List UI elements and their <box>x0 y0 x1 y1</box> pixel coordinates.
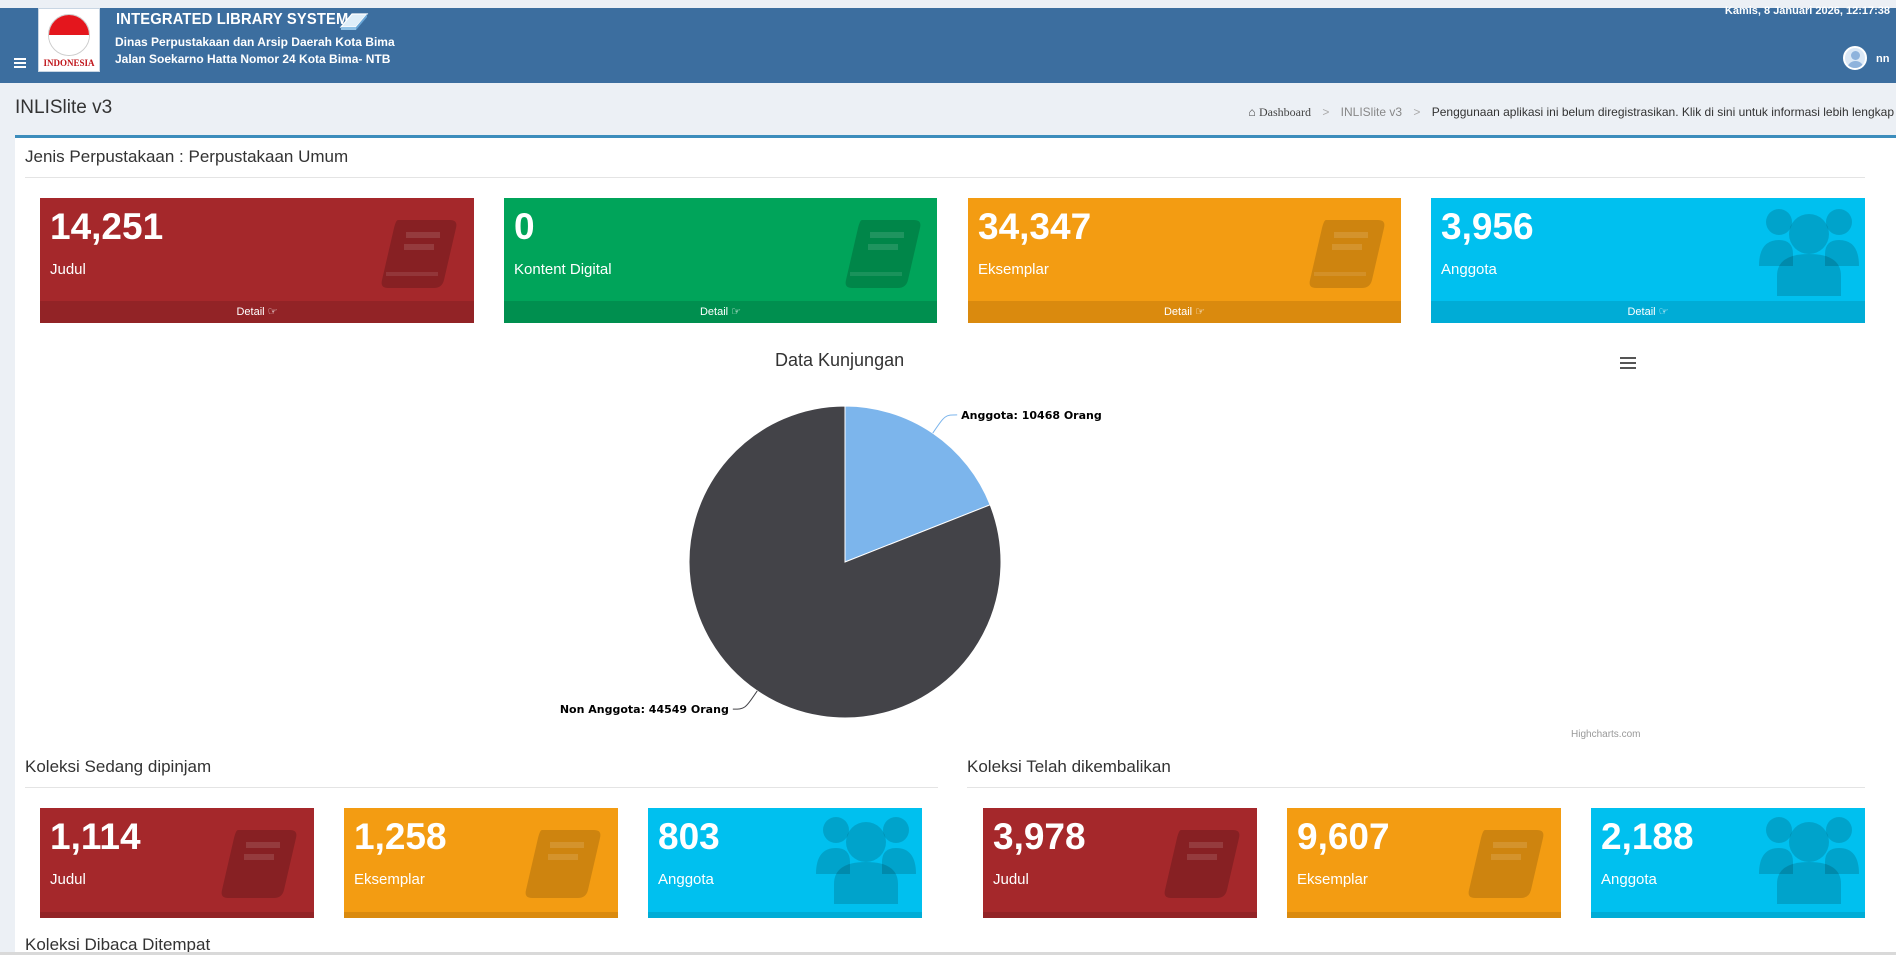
users-icon <box>1759 209 1859 296</box>
users-icon <box>816 817 916 904</box>
users-icon <box>1759 817 1859 904</box>
borrowed-card-anggota: 803 Anggota <box>648 808 922 918</box>
breadcrumb-separator: > <box>1322 105 1330 119</box>
book-icon <box>1468 830 1544 898</box>
stat-card-anggota: 3,956 Anggota Detail ☞ <box>1431 198 1865 323</box>
sidebar-toggle-icon[interactable] <box>14 58 26 68</box>
logo-label: INDONESIA <box>43 58 95 68</box>
stat-label: Judul <box>993 871 1029 888</box>
open-book-icon <box>339 13 369 30</box>
breadcrumb: ⌂ Dashboard > INLISlite v3 > Penggunaan … <box>1248 105 1894 120</box>
breadcrumb-separator: > <box>1413 105 1421 119</box>
stat-card-judul: 14,251 Judul Detail ☞ <box>40 198 474 323</box>
hand-pointer-icon: ☞ <box>1658 306 1669 318</box>
stat-value: 0 <box>514 206 535 247</box>
stat-label: Judul <box>50 261 86 278</box>
card-footer-bar <box>983 912 1257 918</box>
stat-label: Anggota <box>658 871 714 888</box>
stat-value: 14,251 <box>50 206 164 247</box>
detail-link[interactable]: Detail ☞ <box>968 301 1401 323</box>
detail-link[interactable]: Detail ☞ <box>40 301 474 323</box>
hand-pointer-icon: ☞ <box>1195 306 1206 318</box>
book-icon <box>381 220 457 288</box>
returned-card-judul: 3,978 Judul <box>983 808 1257 918</box>
stat-label: Eksemplar <box>978 261 1049 278</box>
stat-label: Eksemplar <box>354 871 425 888</box>
visits-pie-chart: Anggota: 10468 Orang Non Anggota: 44549 O… <box>560 405 1102 719</box>
chart-credits[interactable]: Highcharts.com <box>1571 729 1641 740</box>
returned-card-eksemplar: 9,607 Eksemplar <box>1287 808 1561 918</box>
stat-value: 1,258 <box>354 816 447 857</box>
institution-address: Jalan Soekarno Hatta Nomor 24 Kota Bima-… <box>115 52 391 66</box>
library-type-title: Jenis Perpustakaan : Perpustakaan Umum <box>25 147 349 166</box>
stat-value: 803 <box>658 816 720 857</box>
page-title: INLISlite v3 <box>15 97 113 118</box>
divider <box>25 177 1865 178</box>
stat-label: Kontent Digital <box>514 261 612 278</box>
pie-connector <box>732 690 758 710</box>
card-footer-bar <box>648 912 922 918</box>
stat-value: 9,607 <box>1297 816 1390 857</box>
breadcrumb-dashboard-link[interactable]: Dashboard <box>1258 105 1311 119</box>
book-icon <box>525 830 601 898</box>
detail-link[interactable]: Detail ☞ <box>504 301 937 323</box>
book-icon <box>1164 830 1240 898</box>
card-footer-bar <box>40 912 314 918</box>
user-avatar-icon[interactable] <box>1843 46 1867 70</box>
stat-label: Eksemplar <box>1297 871 1368 888</box>
stat-label: Anggota <box>1441 261 1497 278</box>
stat-value: 3,956 <box>1441 206 1534 247</box>
institution-name: Dinas Perpustakaan dan Arsip Daerah Kota… <box>115 35 395 49</box>
pie-data-label: Non Anggota: 44549 Orang <box>560 703 729 716</box>
stat-value: 34,347 <box>978 206 1092 247</box>
stat-value: 3,978 <box>993 816 1086 857</box>
borrowed-card-eksemplar: 1,258 Eksemplar <box>344 808 618 918</box>
book-icon <box>221 830 297 898</box>
home-icon: ⌂ <box>1248 105 1256 119</box>
hand-pointer-icon: ☞ <box>267 306 278 318</box>
chart-menu-icon[interactable] <box>1620 357 1636 369</box>
stat-label: Judul <box>50 871 86 888</box>
stat-card-eksemplar: 34,347 Eksemplar Detail ☞ <box>968 198 1401 323</box>
page-bottom-edge <box>0 952 1896 955</box>
borrowed-card-judul: 1,114 Judul <box>40 808 314 918</box>
card-footer-bar <box>1591 912 1865 918</box>
app-title: INTEGRATED LIBRARY SYSTEM <box>116 11 349 28</box>
book-icon <box>1309 220 1385 288</box>
borrowed-title: Koleksi Sedang dipinjam <box>25 757 212 776</box>
returned-title: Koleksi Telah dikembalikan <box>967 757 1171 776</box>
card-footer-bar <box>344 912 618 918</box>
registration-notice-link[interactable]: Penggunaan aplikasi ini belum diregistra… <box>1431 105 1894 119</box>
pie-data-label: Anggota: 10468 Orang <box>961 409 1102 422</box>
detail-link[interactable]: Detail ☞ <box>1431 301 1865 323</box>
returned-card-anggota: 2,188 Anggota <box>1591 808 1865 918</box>
chart-title: Data Kunjungan <box>775 350 905 370</box>
breadcrumb-current: INLISlite v3 <box>1340 105 1403 119</box>
book-icon <box>845 220 921 288</box>
read-onsite-title: Koleksi Dibaca Ditempat <box>25 935 211 954</box>
divider <box>25 787 938 788</box>
stat-label: Anggota <box>1601 871 1657 888</box>
logo[interactable]: INDONESIA <box>38 8 100 72</box>
stat-value: 2,188 <box>1601 816 1694 857</box>
pie-connector <box>932 414 958 434</box>
divider <box>967 787 1865 788</box>
top-header: INDONESIA INTEGRATED LIBRARY SYSTEM Dina… <box>0 5 1896 83</box>
pie-slice-non-anggota[interactable] <box>688 405 1002 719</box>
hand-pointer-icon: ☞ <box>731 306 742 318</box>
card-footer-bar <box>1287 912 1561 918</box>
stat-card-konten-digital: 0 Kontent Digital Detail ☞ <box>504 198 937 323</box>
datetime-display: Kamis, 8 Januari 2026, 12:17:38 <box>1724 5 1890 17</box>
username[interactable]: nn <box>1876 53 1890 65</box>
stat-value: 1,114 <box>50 816 141 857</box>
flag-emblem <box>48 14 90 56</box>
